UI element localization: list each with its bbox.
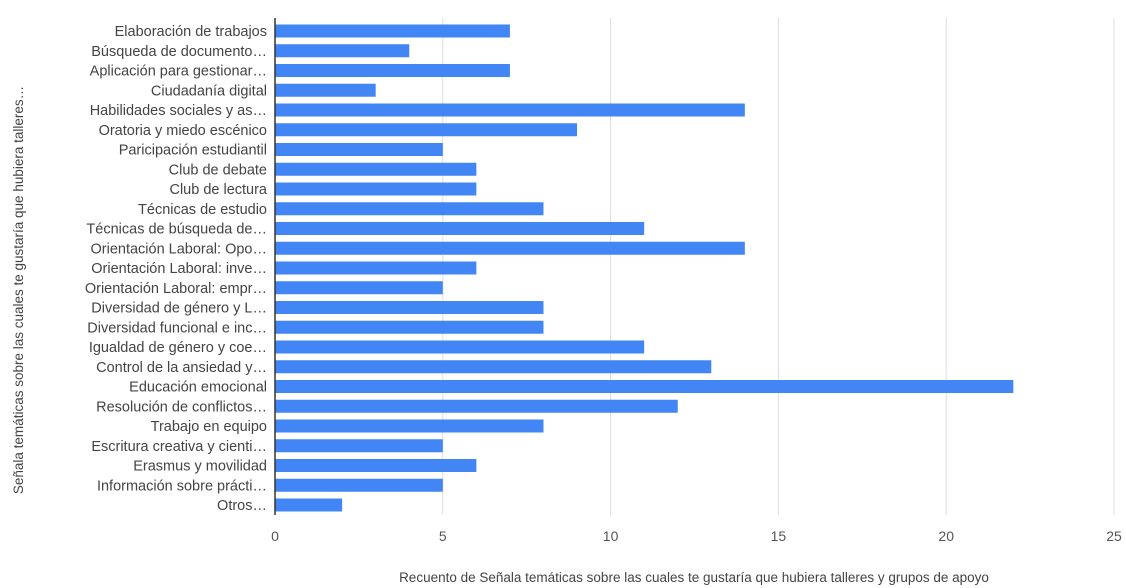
category-labels: Elaboración de trabajos Búsqueda de docum… <box>85 24 268 514</box>
bar <box>275 320 544 334</box>
bar <box>275 340 645 354</box>
y-axis-title: Señala temáticas sobre las cuales te gus… <box>11 86 26 494</box>
bar <box>275 123 578 137</box>
bar <box>275 143 443 156</box>
category-label: Orientación Laboral: inve… <box>91 261 267 277</box>
category-label: Resolución de conflictos… <box>96 399 267 415</box>
bar <box>275 202 544 216</box>
bar <box>275 64 510 77</box>
category-label: Trabajo en equipo <box>151 419 267 435</box>
category-label: Oratoria y miedo escénico <box>99 123 267 139</box>
bar <box>275 222 645 235</box>
category-label: Erasmus y movilidad <box>133 459 267 475</box>
category-label: Club de lectura <box>169 182 267 198</box>
x-tick-label: 20 <box>938 528 954 544</box>
category-label: Técnicas de estudio <box>138 202 267 218</box>
x-tick-labels: 0 5 10 15 20 25 <box>271 528 1122 544</box>
category-label: Diversidad funcional e inc… <box>87 320 267 336</box>
bar <box>275 44 410 58</box>
bar <box>275 281 443 295</box>
gridlines <box>442 18 1115 515</box>
x-tick-label: 15 <box>771 528 787 544</box>
bar <box>275 162 477 176</box>
bar <box>275 24 510 38</box>
bar <box>275 83 376 97</box>
category-label: Elaboración de trabajos <box>115 24 267 40</box>
category-label: Orientación Laboral: empr… <box>85 281 267 297</box>
category-label: Igualdad de género y coe… <box>89 340 267 356</box>
category-label: Control de la ansiedad y… <box>96 360 267 376</box>
category-label: Técnicas de búsqueda de… <box>86 222 267 238</box>
category-label: Información sobre prácti… <box>97 478 267 494</box>
category-label: Búsqueda de documento… <box>91 44 267 60</box>
bar <box>275 498 343 512</box>
x-tick-label: 10 <box>603 528 619 544</box>
x-axis-title: Recuento de Señala temáticas sobre las c… <box>399 570 989 585</box>
category-label: Escritura creativa y cienti… <box>91 439 267 455</box>
category-label: Aplicación para gestionar… <box>90 64 267 80</box>
category-label: Club de debate <box>169 162 267 178</box>
bar <box>275 380 1014 393</box>
category-label: Diversidad de género y L… <box>91 301 267 317</box>
category-label: Ciudadanía digital <box>151 83 267 99</box>
bar <box>275 301 544 314</box>
category-label: Habilidades sociales y as… <box>90 103 267 119</box>
bar <box>275 478 443 492</box>
bar <box>275 399 678 413</box>
bar <box>275 182 477 196</box>
bar <box>275 103 745 117</box>
x-tick-label: 5 <box>439 528 447 544</box>
x-tick-label: 25 <box>1106 528 1122 544</box>
bar <box>275 459 477 472</box>
category-label: Educación emocional <box>129 380 267 396</box>
category-label: Orientación Laboral: Opo… <box>90 241 267 257</box>
x-tick-label: 0 <box>271 528 279 544</box>
bar <box>275 241 745 255</box>
bar <box>275 360 712 374</box>
category-label: Paricipación estudiantil <box>119 143 267 159</box>
bar <box>275 419 544 433</box>
category-label: Otros… <box>217 498 267 514</box>
bars <box>275 24 1014 512</box>
bar <box>275 261 477 275</box>
bar <box>275 439 443 453</box>
